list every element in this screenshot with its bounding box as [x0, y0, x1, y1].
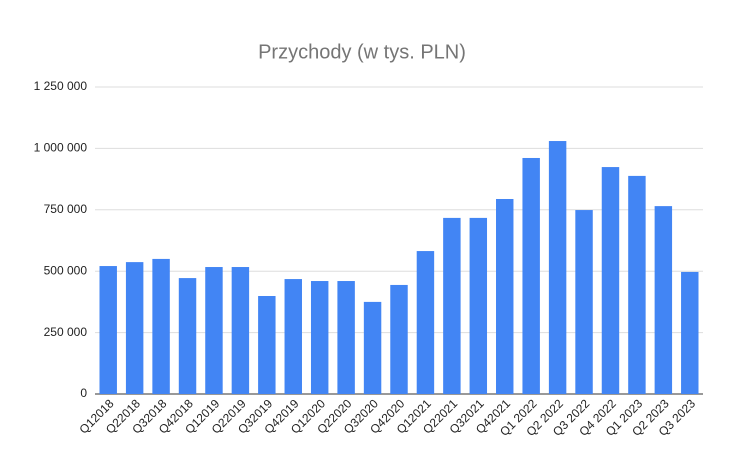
bar: [363, 301, 382, 394]
y-tick-label: 500 000: [44, 263, 88, 277]
bar: [628, 175, 646, 394]
bar: [416, 251, 435, 394]
bar: [548, 141, 567, 394]
bar: [575, 210, 593, 394]
bar: [99, 266, 117, 394]
bar: [443, 217, 461, 394]
y-tick-label: 750 000: [44, 202, 88, 216]
bar: [258, 296, 276, 394]
bar: [125, 262, 144, 394]
y-tick-label: 1 250 000: [34, 79, 88, 93]
bar: [152, 258, 170, 394]
chart-title: Przychody (w tys. PLN): [258, 41, 466, 63]
bar: [337, 281, 355, 394]
bar: [231, 267, 250, 394]
y-tick-label: 0: [80, 386, 87, 400]
bar: [284, 279, 302, 394]
bar: [178, 278, 197, 394]
bar: [310, 281, 329, 394]
bar: [681, 271, 699, 394]
bar: [390, 284, 408, 394]
bar: [654, 206, 673, 394]
bar: [601, 167, 620, 394]
bar: [469, 217, 488, 394]
y-tick-label: 250 000: [44, 325, 88, 339]
y-tick-label: 1 000 000: [34, 141, 88, 155]
bar: [522, 157, 540, 394]
bar: [496, 198, 514, 394]
bar: [205, 267, 223, 394]
